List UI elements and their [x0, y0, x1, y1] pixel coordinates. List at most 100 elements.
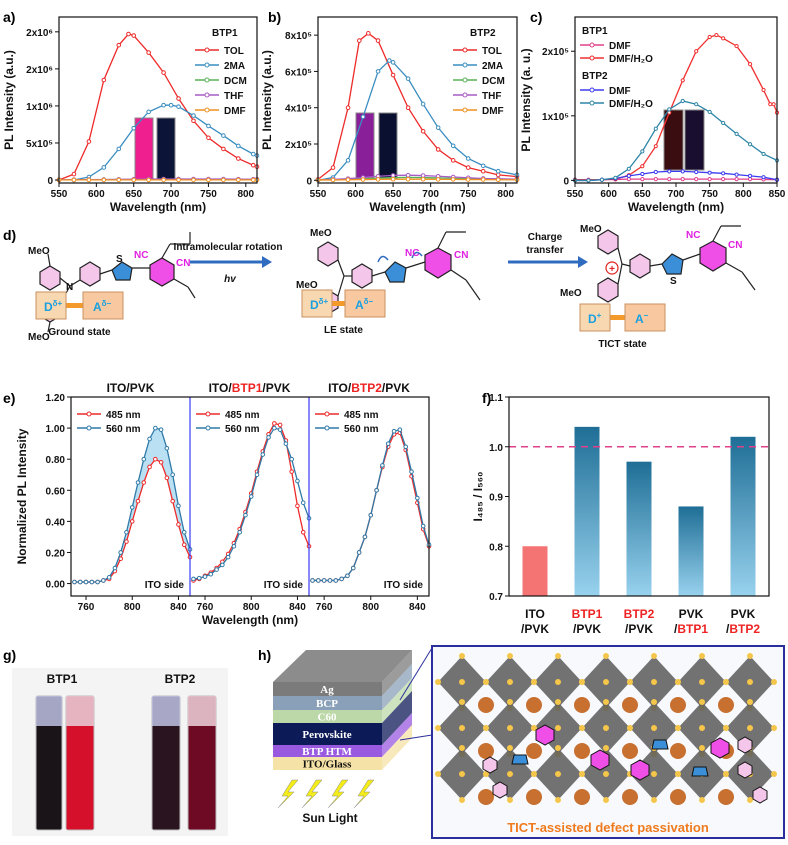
bar-3: [626, 461, 652, 596]
y-tick-label: 0.7: [489, 592, 503, 603]
x-tick-label: 800: [362, 602, 379, 613]
legend-thf-label: THF: [482, 91, 501, 102]
series-560-nm-point: [385, 441, 391, 446]
series-btp1-point: [768, 102, 773, 107]
legend-560-nm-label: 560 nm: [225, 424, 260, 435]
series-dmf-point: [131, 177, 137, 183]
cation-sphere: [526, 743, 542, 759]
x-tick-label: 850: [769, 189, 786, 200]
y-tick-label: 0.9: [489, 493, 503, 504]
layer-side: [382, 664, 412, 710]
series-btp2-point: [667, 169, 672, 174]
arrow-head-icon: [262, 256, 272, 268]
halide-atom: [603, 797, 609, 803]
halide-atom: [507, 797, 513, 803]
y-axis-label: PL Intensity (a.u.): [260, 50, 274, 150]
series-560-nm-point: [77, 579, 83, 585]
series-tol-point: [116, 42, 122, 48]
panel-label-h: h): [258, 647, 271, 663]
series-560-nm-point: [101, 578, 106, 583]
halide-atom: [651, 771, 657, 777]
cation-sphere: [478, 697, 494, 713]
y-tick-label: 8x10⁵: [285, 31, 312, 42]
series-btp2-point: [667, 107, 672, 112]
x-tick-label: 800: [124, 602, 141, 613]
halide-atom: [651, 679, 657, 685]
series-485-nm-line: [193, 422, 310, 582]
series-tol-point: [357, 38, 362, 43]
y-tick-label: 0.60: [46, 486, 66, 497]
x-tick-label: 840: [289, 602, 306, 613]
series-btp2-point: [613, 175, 618, 180]
series-560-nm-point: [72, 579, 77, 585]
y-tick-label: 6x10⁵: [285, 67, 312, 78]
halide-atom: [507, 679, 513, 685]
legend-dcm-label: DCM: [224, 76, 247, 87]
series-560-nm-point: [403, 444, 408, 450]
series-560-nm-point: [321, 578, 327, 583]
x-axis-label: Wavelength (nm): [110, 200, 206, 214]
halide-atom: [531, 771, 537, 777]
subpanel-title: ITO/PVK: [107, 381, 155, 395]
meo-label-le-top: MeO: [310, 228, 332, 239]
series-tol-point: [206, 135, 211, 141]
positive-charge-icon: [605, 261, 619, 275]
series-tol-point: [191, 118, 196, 124]
arrow1-label: Intramolecular rotation: [174, 242, 283, 253]
series-560-nm-point: [283, 441, 289, 446]
series-2ma-point: [221, 133, 226, 138]
halide-atom: [435, 771, 441, 777]
series-560-nm-point: [164, 446, 170, 451]
series-btp1-point: [771, 102, 776, 107]
series-dmf-point: [116, 177, 122, 183]
series-dmf-point: [191, 177, 196, 183]
cn-label-tict: CN: [728, 240, 742, 251]
series-tol-point: [86, 139, 92, 144]
legend-dmf-label: DMF: [224, 106, 246, 117]
series-tol-point: [221, 146, 226, 152]
y-tick-label: 0: [563, 176, 569, 187]
series-tol-point: [176, 96, 181, 101]
series-560-nm-point: [420, 523, 426, 529]
series-btp1-point: [640, 177, 645, 182]
plot-frame: [58, 16, 258, 184]
halide-atom: [555, 653, 561, 659]
ito-side-label: ITO side: [145, 580, 185, 591]
series-560-nm-point: [237, 529, 242, 535]
halide-atom: [603, 771, 609, 777]
series-dmf-point: [101, 177, 107, 183]
legend-tol-swatch-marker: [462, 47, 468, 53]
series-560-nm-point: [196, 575, 202, 581]
lightning-bolt-icon: [277, 779, 299, 809]
series-560-nm-point: [112, 565, 118, 571]
series-560-nm-point: [415, 495, 420, 501]
series-560-nm-point: [141, 456, 147, 462]
legend-btp2-swatch-marker: [589, 87, 595, 93]
x-tick-label: 800: [497, 189, 514, 200]
series-tol-point: [366, 31, 371, 36]
label-part: ITO: [525, 607, 545, 621]
category-label-line1: PVK: [679, 607, 704, 621]
acceptor-ring: [590, 749, 610, 771]
meo-label-le-bottom: MeO: [296, 280, 318, 291]
arrow2-label-1: Charge: [528, 232, 563, 243]
series-2ma-point: [206, 123, 211, 129]
legend-dmf-label: DMF: [482, 106, 504, 117]
acceptor-box: [624, 303, 666, 332]
series-btp2-point: [694, 102, 699, 107]
legend-560-nm-swatch-marker: [324, 425, 330, 431]
halide-atom: [747, 653, 753, 659]
x-axis-label: Wavelength (nm): [202, 613, 298, 627]
perovskite-lattice: [435, 653, 777, 805]
series-btp1-point: [653, 177, 658, 182]
series-560-nm-point: [95, 579, 100, 585]
cuvette-inset-image: [684, 109, 705, 171]
series-tol-point: [390, 72, 396, 78]
series-btp2-point: [694, 169, 699, 175]
acceptor-box: [344, 289, 386, 318]
halide-atom: [699, 653, 705, 659]
cuvette-inset-image: [156, 117, 176, 181]
y-tick-label: 1.20: [46, 393, 66, 404]
layer-side: [382, 691, 412, 745]
